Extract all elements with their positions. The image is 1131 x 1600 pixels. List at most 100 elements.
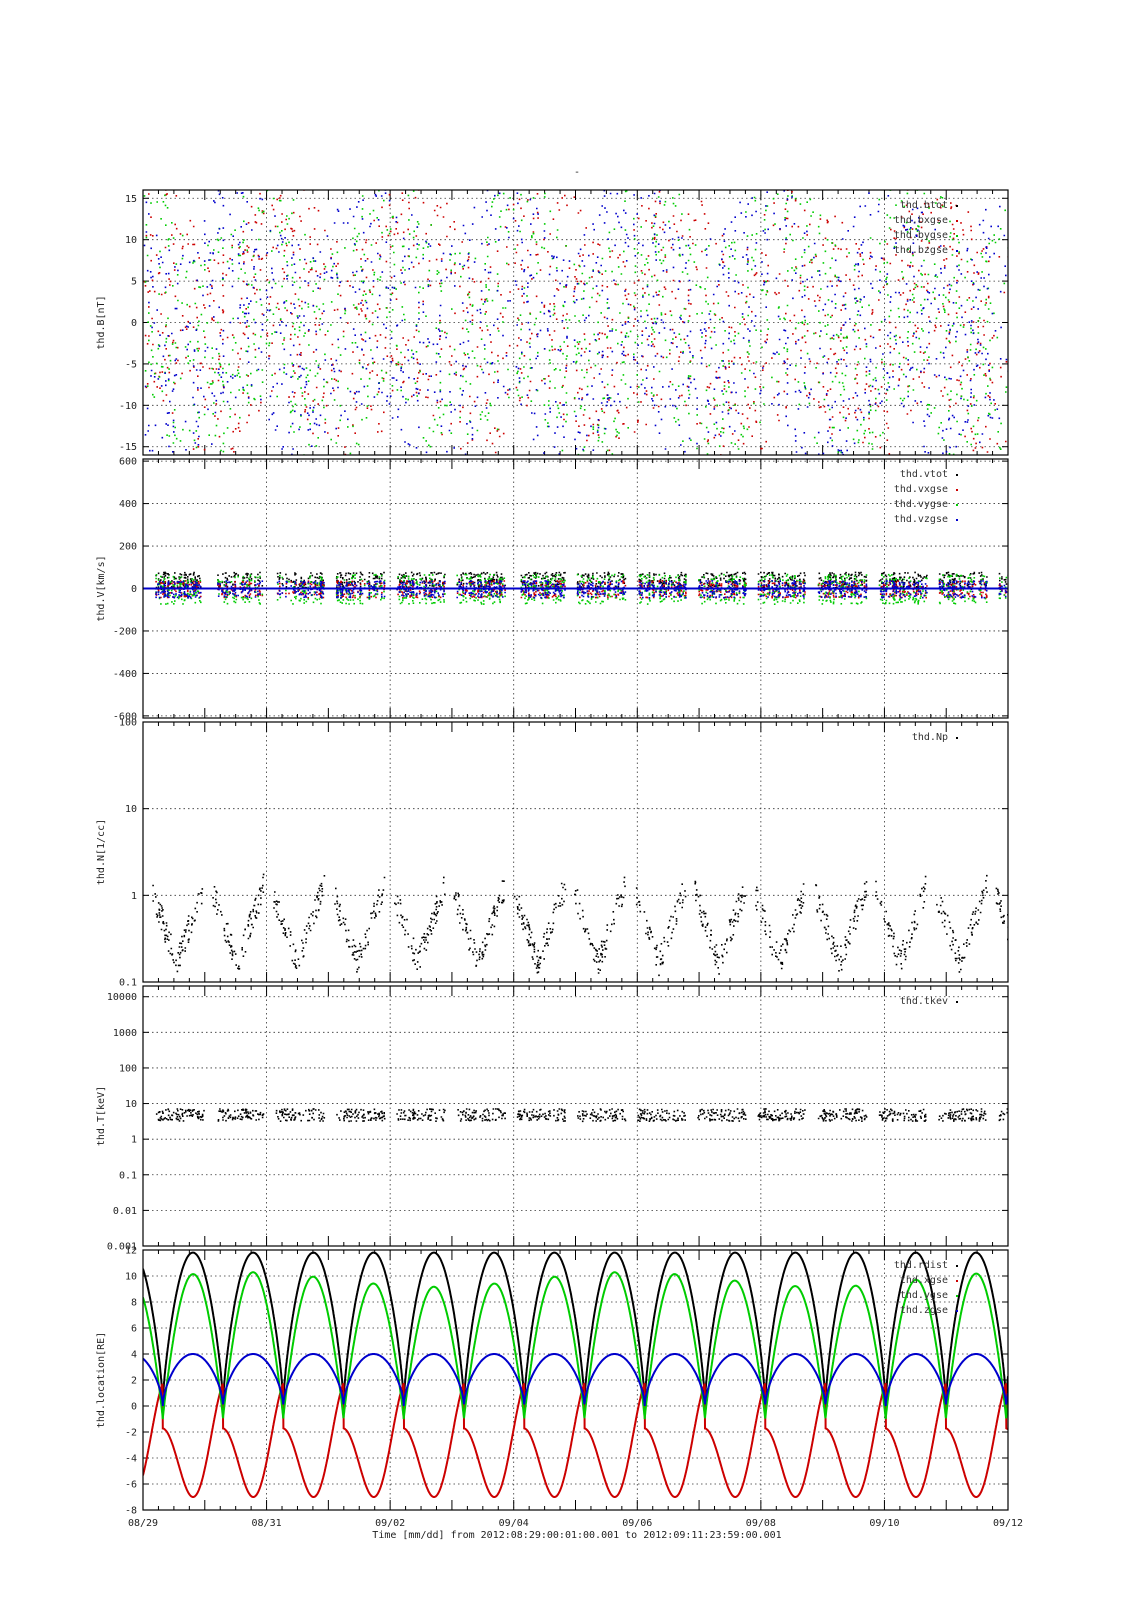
legend-swatch (956, 1265, 958, 1267)
panel-frame (142, 721, 1009, 983)
ytick-label: -400 (113, 669, 137, 680)
ytick-label: 400 (119, 499, 137, 510)
ytick-label: 600 (119, 457, 137, 468)
ytick-label: 100 (119, 1063, 137, 1074)
legend-swatch (956, 205, 958, 207)
ytick-label: -200 (113, 626, 137, 637)
ytick-label: -600 (113, 711, 137, 722)
ytick-label: 5 (131, 277, 137, 288)
legend-swatch (956, 1310, 958, 1312)
panels-group: -15-10-5051015thd.B[nT]thd.btotthd.bxgse… (96, 189, 1009, 1517)
panel-frame (142, 458, 1009, 719)
panel-frame (142, 1249, 1009, 1511)
panel-3: 0.1 1 10 100 thd.N[1/cc] thd.Np (96, 718, 1009, 989)
series-line-thd-xgse (143, 1382, 1008, 1498)
ytick-label: 1000 (113, 1028, 137, 1039)
y-axis-label: thd.N[1/cc] (96, 819, 107, 885)
legend-entry: thd.bygse (894, 230, 948, 241)
xtick-label: 09/02 (375, 1518, 405, 1529)
legend-swatch (956, 1001, 958, 1003)
legend-entry: thd.xgse (900, 1275, 948, 1286)
legend-entry: thd.vzgse (894, 514, 948, 525)
ytick-label: 1 (131, 1135, 137, 1146)
y-axis-label: thd.T[keV] (96, 1086, 107, 1146)
legend-swatch (956, 235, 958, 237)
ytick-label: 6 (131, 1324, 137, 1335)
ytick-label: 10 (125, 1272, 137, 1283)
legend-entry: thd.bzgse (894, 245, 948, 256)
legend-swatch (956, 1280, 958, 1282)
legend-entry: thd.btot (900, 200, 948, 211)
panel-frame (142, 985, 1009, 1247)
ytick-label: 15 (125, 194, 137, 205)
panel-data (155, 1108, 1008, 1123)
series-points-thd-bxgse (143, 190, 1008, 455)
legend-swatch (956, 250, 958, 252)
ytick-label: -4 (125, 1454, 137, 1465)
legend-swatch (956, 519, 958, 521)
ytick-label: 0 (131, 1402, 137, 1413)
legend-swatch (956, 1295, 958, 1297)
panel-data (143, 571, 1008, 605)
xtick-label: 08/29 (128, 1518, 158, 1529)
xtick-label: 09/08 (746, 1518, 776, 1529)
ytick-label: 0.1 (119, 978, 137, 989)
y-axis-label: thd.location[RE] (96, 1332, 107, 1428)
xtick-label: 09/04 (499, 1518, 529, 1529)
ytick-label: 0 (131, 318, 137, 329)
ytick-label: 4 (131, 1350, 137, 1361)
series-points-thd-Np (152, 873, 1008, 977)
legend-swatch (956, 474, 958, 476)
ytick-label: 0.1 (119, 1170, 137, 1181)
ytick-label: 0 (131, 584, 137, 595)
ytick-label: 10 (125, 1099, 137, 1110)
panel-4: 0.001 0.01 0.1 1 10 100 1000 10000 thd.T[keV] thd… (96, 985, 1009, 1253)
xtick-label: 09/10 (869, 1518, 899, 1529)
legend-entry: thd.vygse (894, 499, 948, 510)
ytick-label: -15 (119, 442, 137, 453)
ytick-label: 0.001 (107, 1242, 137, 1253)
xtick-label: 09/06 (622, 1518, 652, 1529)
ytick-label: -10 (119, 401, 137, 412)
ytick-label: 200 (119, 542, 137, 553)
panel-1: -15 -10 -5 0 5 10 15 thd.B[nT] thd.btot thd.bxgse… (96, 189, 1009, 456)
panel-data (152, 873, 1008, 977)
time-axis: 08/29 08/31 09/02 09/04 09/06 09/08 09/10 09/12 (128, 1518, 1023, 1529)
y-axis-label: thd.B[nT] (96, 295, 107, 349)
legend-entry: thd.tkev (900, 996, 948, 1007)
legend-entry: thd.ygse (900, 1290, 948, 1301)
legend-swatch (956, 504, 958, 506)
legend-swatch (956, 489, 958, 491)
legend-entry: thd.rdist (894, 1260, 948, 1271)
ytick-label: -6 (125, 1480, 137, 1491)
legend-entry: thd.zgse (900, 1305, 948, 1316)
panel-5: -8 -6 -4 -2 0 2 4 6 8 10 12 thd.location[RE] thd.rdi… (96, 1246, 1009, 1517)
legend-swatch (956, 220, 958, 222)
legend-entry: thd.vxgse (894, 484, 948, 495)
ytick-label: -2 (125, 1428, 137, 1439)
series-line-thd-ygse (143, 1271, 1008, 1420)
ytick-label: 1 (131, 891, 137, 902)
ytick-label: -5 (125, 359, 137, 370)
xtick-label: 08/31 (252, 1518, 282, 1529)
ytick-label: 100 (119, 718, 137, 729)
series-line-thd-zgse (143, 1353, 1008, 1407)
ytick-label: -8 (125, 1506, 137, 1517)
y-axis-label: thd.V[km/s] (96, 555, 107, 621)
xtick-label: 09/12 (993, 1518, 1023, 1529)
series-points-thd-vygse (155, 573, 1008, 605)
series-line-thd-rdist (143, 1251, 1008, 1403)
panel-frame (142, 189, 1009, 456)
ytick-label: 10 (125, 804, 137, 815)
ytick-label: 10 (125, 235, 137, 246)
ytick-label: 0.01 (113, 1206, 137, 1217)
ytick-label: 12 (125, 1246, 137, 1257)
panel-2: -600 -400 -200 0 200 400 600 thd.V[km/s] thd.vto… (96, 457, 1009, 722)
legend-swatch (956, 737, 958, 739)
page-title: - (574, 167, 580, 178)
series-points-thd-vzgse (155, 580, 1008, 599)
legend-entry: thd.vtot (900, 469, 948, 480)
ytick-label: 8 (131, 1298, 137, 1309)
ytick-label: 10000 (107, 992, 137, 1003)
